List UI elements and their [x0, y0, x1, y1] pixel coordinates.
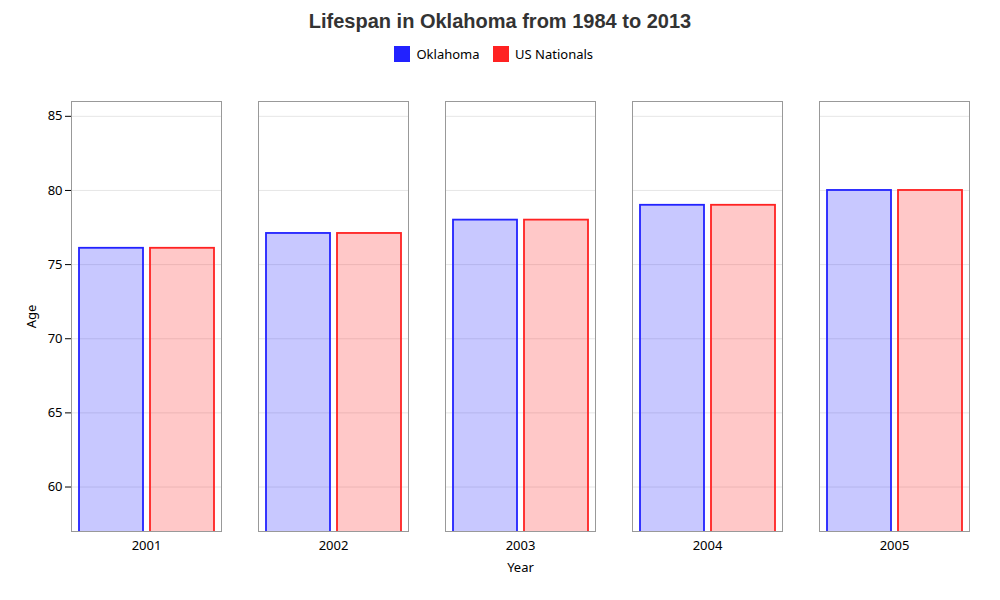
svg-text:Age: Age — [22, 304, 40, 328]
svg-text:2005: 2005 — [880, 535, 910, 553]
svg-text:70: 70 — [48, 328, 63, 346]
svg-text:Year: Year — [507, 557, 534, 575]
html-text:Oklahoma: Oklahoma — [416, 44, 480, 63]
svg-text:2001: 2001 — [132, 535, 162, 553]
svg-text:2002: 2002 — [319, 535, 349, 553]
svg-text:80: 80 — [48, 180, 63, 198]
svg-text:85: 85 — [48, 106, 63, 124]
svg-text:2003: 2003 — [506, 535, 536, 553]
html-text:US Nationals: US Nationals — [515, 44, 593, 63]
html-text:Lifespan in Oklahoma from 1984: Lifespan in Oklahoma from 1984 to 2013 — [308, 10, 692, 32]
svg-text:65: 65 — [48, 403, 63, 421]
svg-text:75: 75 — [48, 254, 63, 272]
svg-text:2004: 2004 — [693, 535, 723, 553]
svg-text:60: 60 — [48, 477, 63, 495]
